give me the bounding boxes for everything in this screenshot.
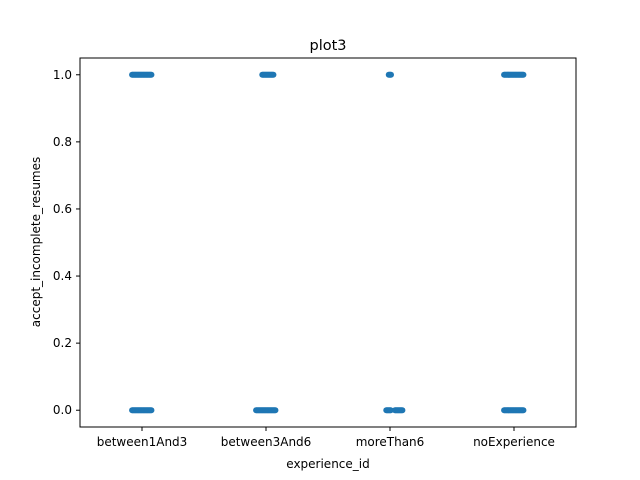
data-point <box>148 407 155 414</box>
x-tick-label-between3And6: between3And6 <box>221 435 312 449</box>
data-point <box>148 71 155 78</box>
x-tick-label-moreThan6: moreThan6 <box>356 435 425 449</box>
y-tick-label: 1.0 <box>53 68 72 82</box>
y-axis-label: accept_incomplete_resumes <box>29 157 43 327</box>
data-point <box>387 71 394 78</box>
data-point <box>520 407 527 414</box>
y-axis: 0.0 0.2 0.4 0.6 0.8 1.0 <box>53 68 80 417</box>
y-tick-label: 0.8 <box>53 135 72 149</box>
chart-title: plot3 <box>309 38 346 54</box>
y-tick-label: 0.4 <box>53 269 72 283</box>
y-tick-label: 0.6 <box>53 202 72 216</box>
x-axis-label: experience_id <box>286 457 369 471</box>
data-point <box>270 71 277 78</box>
x-tick-label-between1And3: between1And3 <box>97 435 188 449</box>
x-axis: between1And3 between3And6 moreThan6 noExper… <box>97 427 555 449</box>
x-tick-label-noExperience: noExperience <box>473 435 555 449</box>
data-point <box>272 407 279 414</box>
y-tick-label: 0.0 <box>53 403 72 417</box>
data-point <box>387 407 394 414</box>
data-point <box>520 71 527 78</box>
data-point <box>399 407 406 414</box>
y-tick-label: 0.2 <box>53 336 72 350</box>
plot-frame <box>79 57 577 428</box>
points-group <box>129 71 527 414</box>
